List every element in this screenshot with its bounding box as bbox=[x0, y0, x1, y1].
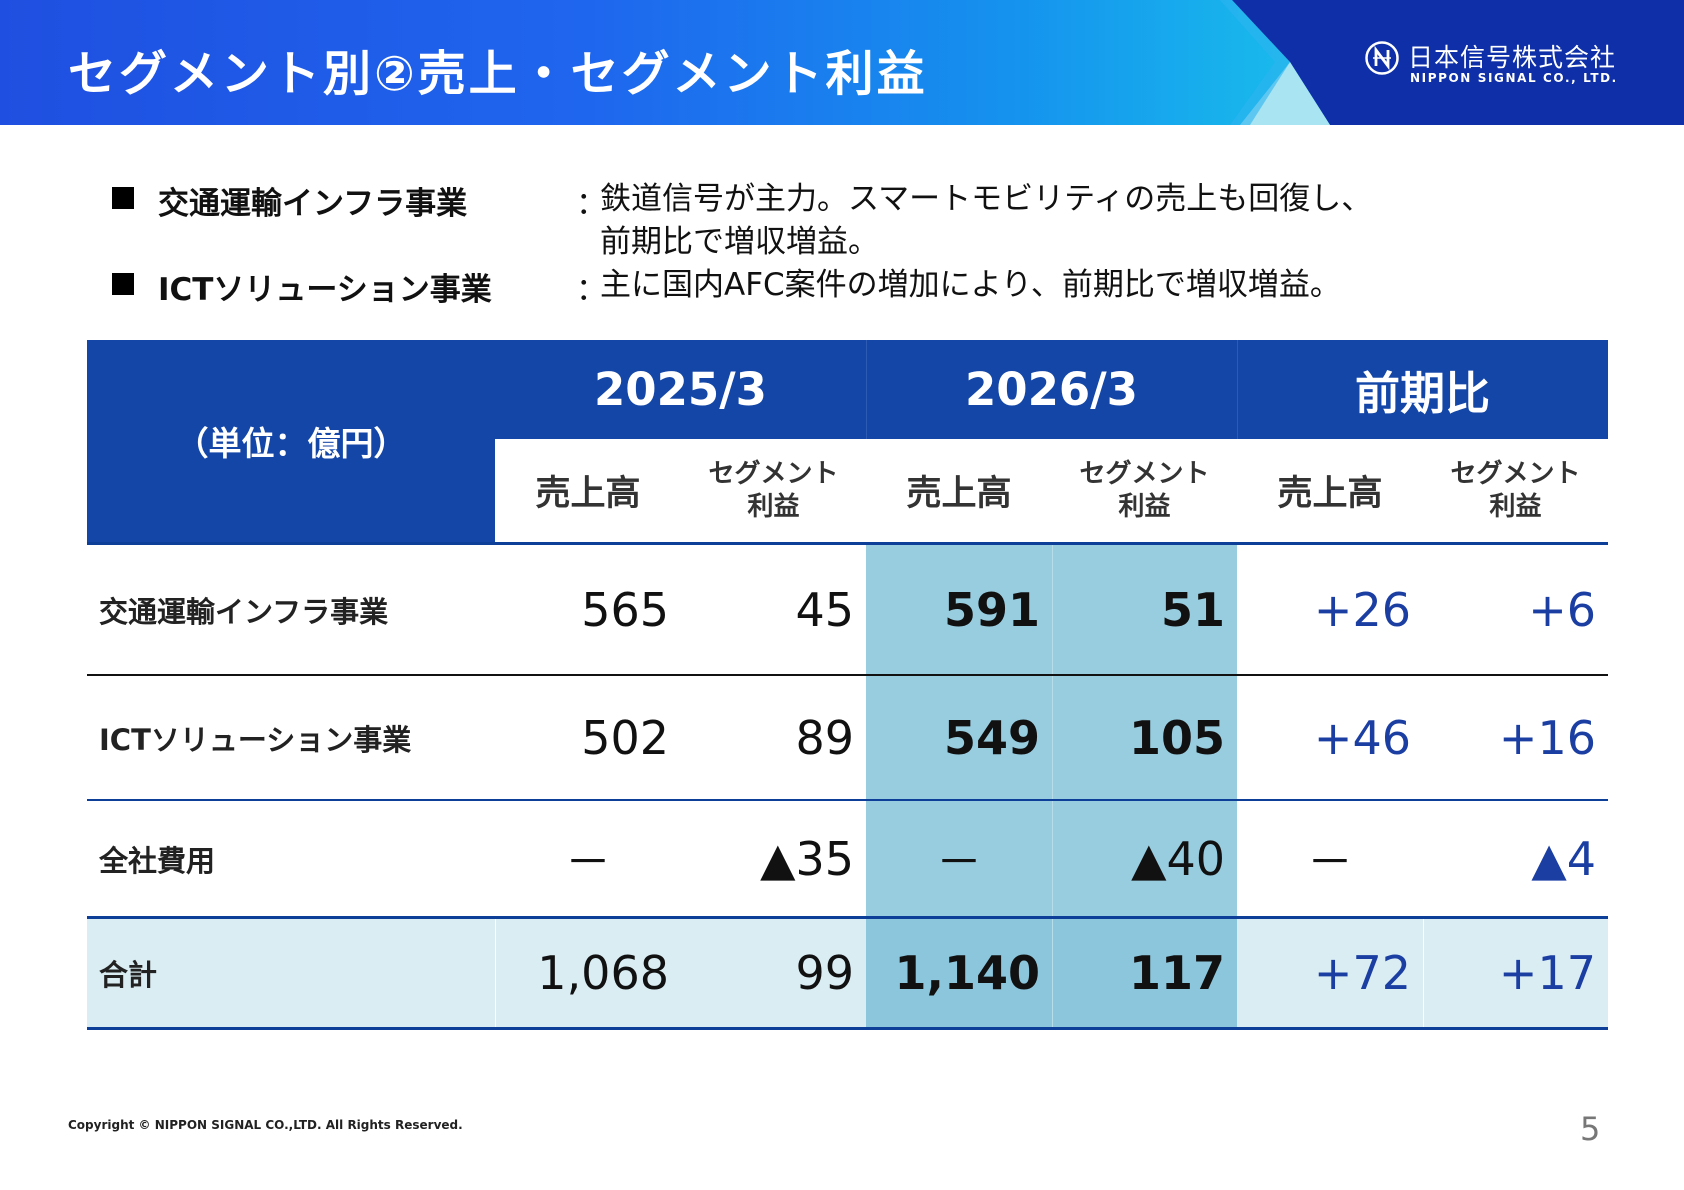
subheader-profit: セグメント 利益 bbox=[681, 439, 866, 542]
value-cell: 105 bbox=[1128, 710, 1225, 765]
logo-mark-icon bbox=[1365, 41, 1399, 75]
row-rule bbox=[87, 674, 1608, 676]
colon: ： bbox=[576, 186, 607, 222]
subheader-sales: 売上高 bbox=[535, 474, 641, 514]
page-number: 5 bbox=[1580, 1110, 1601, 1148]
logo-text-en: NIPPON SIGNAL CO., LTD. bbox=[1410, 71, 1618, 85]
highlight-divider bbox=[1052, 544, 1053, 1028]
value-cell: 45 bbox=[795, 582, 854, 637]
subheader-profit-line: セグメント bbox=[1079, 458, 1210, 489]
value-cell: 1,140 bbox=[894, 946, 1040, 1000]
title-banner: セグメント別②売上・セグメント利益 日本信号株式会社 NIPPON SIGNAL… bbox=[0, 0, 1684, 125]
value-cell: 591 bbox=[943, 582, 1040, 637]
page-title: セグメント別②売上・セグメント利益 bbox=[68, 46, 928, 102]
row-label: ICTソリューション事業 bbox=[99, 722, 412, 757]
bullet-square-icon bbox=[112, 273, 134, 295]
period-header-2026: 2026/3 bbox=[866, 340, 1237, 439]
total-row-background bbox=[87, 918, 1608, 1028]
subheader-profit-line: セグメント bbox=[708, 458, 839, 489]
bullet-square-icon bbox=[112, 187, 134, 209]
company-logo: 日本信号株式会社 NIPPON SIGNAL CO., LTD. bbox=[1364, 38, 1624, 90]
value-cell: 565 bbox=[581, 582, 669, 637]
description-line: 前期比で増収増益。 bbox=[600, 224, 879, 260]
change-cell: ▲4 bbox=[1531, 831, 1596, 886]
segment-description: 主に国内AFC案件の増加により、前期比で増収増益。 bbox=[600, 264, 1500, 307]
row-rule bbox=[87, 799, 1608, 801]
change-cell: +6 bbox=[1528, 582, 1596, 637]
row-rule bbox=[87, 916, 1608, 919]
segment-name: ICTソリューション事業 bbox=[158, 272, 492, 308]
value-cell: 89 bbox=[795, 710, 854, 765]
subheader-profit-line: セグメント bbox=[1450, 458, 1581, 489]
change-cell: +16 bbox=[1498, 710, 1596, 765]
change-cell: +26 bbox=[1313, 582, 1411, 637]
value-cell: 99 bbox=[795, 946, 854, 1000]
subheader-profit: セグメント 利益 bbox=[1423, 439, 1608, 542]
logo-text-jp: 日本信号株式会社 bbox=[1408, 43, 1617, 72]
current-period-highlight bbox=[866, 544, 1237, 918]
table-bottom-rule bbox=[87, 1027, 1608, 1030]
description-line: 鉄道信号が主力。スマートモビリティの売上も回復し、 bbox=[600, 181, 1373, 217]
subheader-profit: セグメント 利益 bbox=[1052, 439, 1237, 542]
description-line: 主に国内AFC案件の増加により、前期比で増収増益。 bbox=[600, 267, 1341, 303]
value-cell: － bbox=[936, 834, 982, 889]
colon: ： bbox=[576, 272, 607, 308]
period-header-2025: 2025/3 bbox=[495, 340, 866, 439]
subheader-profit-line: 利益 bbox=[1118, 491, 1171, 522]
subheader-profit-line: 利益 bbox=[1489, 491, 1542, 522]
change-cell: +72 bbox=[1313, 946, 1411, 1000]
value-cell: － bbox=[565, 834, 611, 889]
summary-item: 交通運輸インフラ事業 ： 鉄道信号が主力。スマートモビリティの売上も回復し、 前… bbox=[112, 178, 1512, 264]
unit-label: （単位：億円） bbox=[87, 340, 495, 542]
header-bottom-rule bbox=[87, 542, 1608, 545]
copyright-notice: Copyright © NIPPON SIGNAL CO.,LTD. All R… bbox=[68, 1118, 463, 1132]
row-label: 交通運輸インフラ事業 bbox=[99, 594, 389, 629]
total-row-divider bbox=[495, 918, 496, 1028]
segment-name: 交通運輸インフラ事業 bbox=[158, 186, 468, 222]
value-cell: 51 bbox=[1160, 582, 1225, 637]
subheader-sales: 売上高 bbox=[1277, 474, 1383, 514]
value-cell: 549 bbox=[943, 710, 1040, 765]
row-label-total: 合計 bbox=[99, 958, 158, 992]
subheader-sales: 売上高 bbox=[906, 474, 1012, 514]
change-cell: +17 bbox=[1498, 946, 1596, 1000]
segment-summary: 交通運輸インフラ事業 ： 鉄道信号が主力。スマートモビリティの売上も回復し、 前… bbox=[112, 178, 1512, 308]
value-cell: 502 bbox=[581, 710, 669, 765]
row-label: 全社費用 bbox=[99, 843, 216, 878]
change-cell: +46 bbox=[1313, 710, 1411, 765]
header-divider bbox=[1237, 340, 1238, 439]
period-header-yoy: 前期比 bbox=[1237, 340, 1608, 439]
value-cell: 1,068 bbox=[537, 946, 669, 1000]
segment-table: （単位：億円） 2025/3 2026/3 前期比 売上高 セグメント 利益 売… bbox=[87, 340, 1608, 1030]
value-cell: ▲40 bbox=[1131, 831, 1225, 886]
current-period-highlight bbox=[866, 918, 1237, 1028]
total-row-divider bbox=[1423, 918, 1424, 1028]
header-divider bbox=[866, 340, 867, 439]
banner-decoration bbox=[1220, 0, 1684, 125]
summary-item: ICTソリューション事業 ： 主に国内AFC案件の増加により、前期比で増収増益。 bbox=[112, 264, 1512, 308]
segment-description: 鉄道信号が主力。スマートモビリティの売上も回復し、 前期比で増収増益。 bbox=[600, 178, 1500, 264]
subheader-profit-line: 利益 bbox=[747, 491, 800, 522]
change-cell: － bbox=[1307, 834, 1353, 889]
value-cell: 117 bbox=[1128, 946, 1225, 1000]
value-cell: ▲35 bbox=[760, 831, 854, 886]
